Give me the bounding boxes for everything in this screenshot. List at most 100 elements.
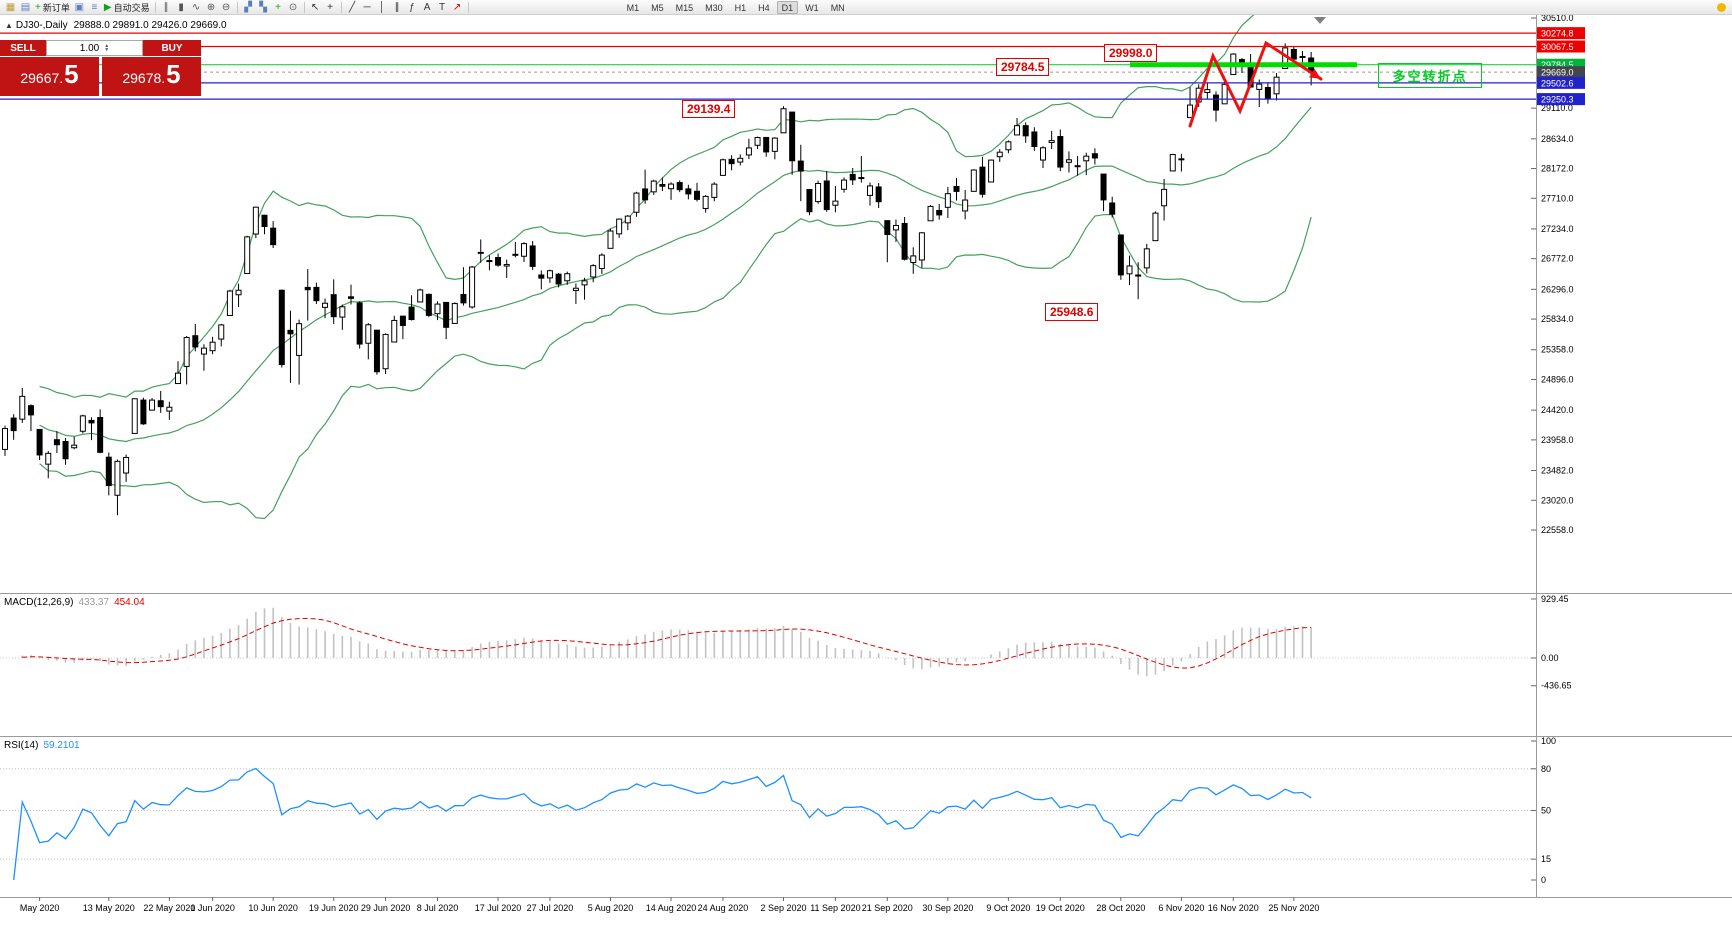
candlestick-chart-icon[interactable]: ▮	[174, 1, 189, 14]
timeframe-W1[interactable]: W1	[805, 2, 819, 13]
zoom-in-icon[interactable]: ⊕	[204, 1, 219, 14]
time-tick-label: 5 Aug 2020	[588, 903, 634, 913]
candle-body	[936, 209, 943, 216]
turning-point-note[interactable]: 多空转折点	[1378, 63, 1482, 88]
timeframe-MN[interactable]: MN	[830, 2, 845, 13]
candle-body	[719, 159, 726, 176]
trade-panel-prices: 29667. 5 29678. 5	[0, 57, 201, 96]
lot-size-value: 1.00	[79, 42, 100, 54]
candle-body	[841, 179, 848, 190]
bar-chart-icon[interactable]: ∥	[159, 1, 174, 14]
candle-body	[988, 159, 995, 183]
main-chart-area[interactable]	[0, 0, 1536, 520]
trendline-icon[interactable]: ╱	[345, 1, 360, 14]
candle-body	[1091, 153, 1098, 159]
channel-icon: ∥	[394, 1, 400, 13]
macd-main-value: 433.37	[78, 597, 110, 608]
timeframe-D1[interactable]: D1	[776, 0, 799, 14]
toolbar-separator	[340, 1, 342, 13]
horizontal-line-icon[interactable]: ─	[360, 1, 375, 14]
timeframe-M1[interactable]: M1	[626, 2, 640, 13]
price-annotation[interactable]: 25948.6	[1045, 303, 1099, 321]
lot-size-input[interactable]: 1.00 ▲ ▼	[46, 40, 143, 56]
timeframe-M15[interactable]: M15	[675, 2, 694, 13]
price-annotation[interactable]: 29784.5	[996, 58, 1050, 76]
time-tick-label: 22 May 2020	[143, 903, 195, 913]
fibonacci-icon[interactable]: ƒ	[405, 1, 420, 14]
sell-price-base: 29667.	[20, 70, 64, 86]
rsi-panel[interactable]	[0, 767, 1536, 881]
add-indicator-icon[interactable]: +	[271, 1, 286, 14]
autotrade-button[interactable]: ▶ 自动交易	[102, 1, 152, 14]
candle-body	[399, 315, 406, 326]
cascade-windows-icon[interactable]: ▚	[256, 1, 271, 14]
rsi-value: 59.2101	[43, 740, 80, 751]
price-tick-label: 26772.0	[1541, 254, 1574, 264]
lot-decrease-button[interactable]: ▼	[104, 47, 110, 53]
candle-body	[1126, 265, 1133, 275]
candle-body	[1204, 89, 1211, 93]
crosshair-icon[interactable]: +	[323, 1, 338, 14]
chart-profiles-icon[interactable]: ▤	[18, 1, 33, 14]
lot-increase-button[interactable]: ▲	[104, 43, 110, 49]
candle-body	[417, 289, 424, 303]
sell-button[interactable]: SELL	[0, 40, 46, 56]
candle-body	[521, 243, 527, 257]
channel-icon[interactable]: ∥	[390, 1, 405, 14]
periods-icon[interactable]: ⊙	[286, 1, 301, 14]
line-chart-icon[interactable]: ∿	[189, 1, 204, 14]
candle-body	[711, 183, 718, 198]
buy-button[interactable]: BUY	[143, 40, 201, 56]
candle-body	[434, 303, 441, 315]
cursor-icon[interactable]: ↖	[308, 1, 323, 14]
candle-body	[27, 405, 34, 416]
tile-windows-icon[interactable]: ▞	[241, 1, 256, 14]
label-icon[interactable]: T	[435, 1, 450, 14]
data-window-icon[interactable]: ≡	[87, 1, 102, 14]
candle-body	[927, 205, 934, 222]
candle-body	[1014, 125, 1021, 136]
line-chart-icon: ∿	[191, 1, 201, 13]
macd-panel[interactable]	[0, 607, 1536, 677]
label-icon: T	[439, 1, 446, 13]
timeframe-H4[interactable]: H4	[758, 2, 770, 13]
buy-price-button[interactable]: 29678. 5	[102, 57, 201, 96]
timeframe-M30[interactable]: M30	[705, 2, 723, 13]
price-tick-label: 27710.0	[1541, 193, 1574, 203]
candle-body	[650, 180, 657, 193]
candle-body	[10, 417, 17, 432]
candle-body	[296, 323, 303, 356]
candle-body	[910, 255, 917, 263]
arrow-icon[interactable]: ↗	[450, 1, 465, 14]
price-annotation[interactable]: 29139.4	[682, 100, 736, 118]
candle-body	[175, 372, 181, 385]
buy-price-base: 29678.	[122, 70, 166, 86]
new-order-button[interactable]: + 新订单	[33, 1, 72, 14]
price-scale[interactable]: 30510.0 29110.0 28634.0 28172.0 27710.0 27234…	[1531, 13, 1585, 885]
candle-body	[503, 264, 510, 267]
candle-body	[45, 452, 52, 465]
lot-spinner: ▲ ▼	[104, 43, 110, 53]
zigzag-drawing[interactable]	[1188, 40, 1323, 128]
zoom-out-icon[interactable]: ⊖	[219, 1, 234, 14]
candle-body	[555, 273, 562, 285]
candle-body	[495, 257, 502, 266]
candle-body	[105, 456, 112, 487]
market-watch-icon[interactable]: ▣	[72, 1, 87, 14]
notification-icon[interactable]	[1717, 3, 1726, 12]
timeframe-M5[interactable]: M5	[651, 2, 664, 13]
candle-body	[348, 296, 354, 299]
macd-scale-label: 0.00	[1541, 653, 1559, 663]
candle-body	[183, 337, 190, 367]
price-annotation[interactable]: 29998.0	[1104, 44, 1158, 62]
timeframe-H1[interactable]: H1	[734, 2, 747, 13]
text-icon[interactable]: A	[420, 1, 435, 14]
sell-price-button[interactable]: 29667. 5	[0, 57, 99, 96]
candle-body	[685, 188, 692, 195]
vertical-line-icon[interactable]: │	[375, 1, 390, 14]
new-chart-icon[interactable]: ▦	[3, 1, 18, 14]
price-tag-30274.8	[1537, 27, 1585, 40]
candle-body	[529, 245, 536, 267]
